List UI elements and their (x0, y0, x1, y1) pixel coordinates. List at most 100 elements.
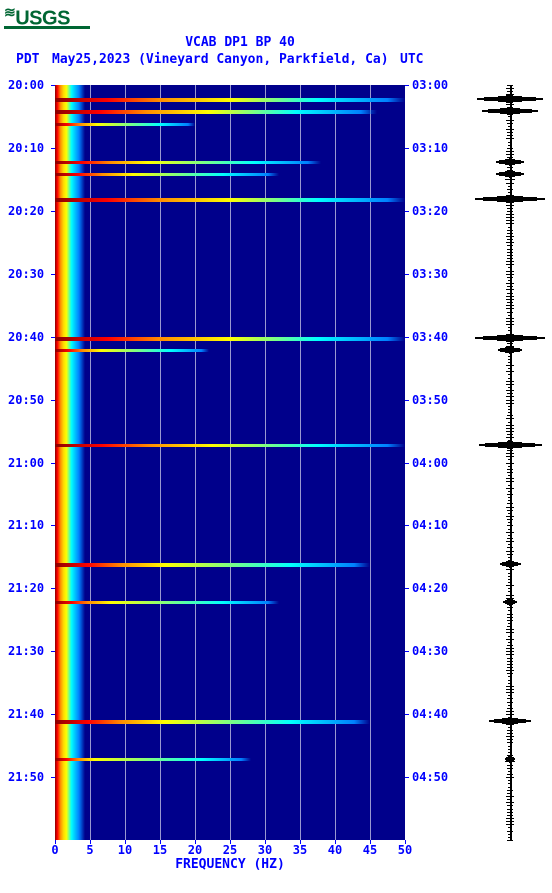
seismo-noise (506, 365, 515, 366)
xtick-label: 20 (188, 843, 202, 857)
seismo-noise (507, 255, 513, 256)
seismo-noise (506, 214, 514, 215)
ytick-mark (51, 85, 55, 86)
ytick-mark (405, 525, 409, 526)
seismo-noise (506, 507, 513, 508)
xtick-mark (370, 840, 371, 844)
seismo-noise (507, 702, 513, 703)
seismo-noise (508, 412, 513, 413)
seismo-noise (507, 768, 513, 769)
seismo-spike (509, 761, 510, 763)
seismo-noise (506, 796, 513, 797)
seismo-noise (508, 705, 512, 706)
seismo-noise (506, 381, 515, 382)
seismo-noise (507, 343, 514, 344)
seismo-noise (507, 393, 513, 394)
xtick-label: 40 (328, 843, 342, 857)
seismo-noise (507, 230, 514, 231)
seismo-noise (508, 280, 512, 281)
seismo-noise (507, 450, 512, 451)
ytick-left-label: 20:40 (8, 330, 44, 344)
seismo-noise (507, 812, 514, 813)
seismo-noise (507, 208, 512, 209)
seismo-noise (508, 557, 513, 558)
seismo-noise (508, 359, 512, 360)
seismogram-plot (475, 85, 545, 840)
seismo-spike (509, 566, 511, 568)
event-band (55, 337, 405, 341)
seismo-noise (507, 167, 514, 168)
seismo-noise (508, 267, 512, 268)
ytick-mark (405, 463, 409, 464)
seismo-noise (506, 777, 514, 778)
logo-prefix-icon: ≋ (4, 4, 15, 20)
xtick-mark (160, 840, 161, 844)
seismo-noise (507, 815, 513, 816)
seismo-noise (508, 787, 512, 788)
ytick-left-label: 20:10 (8, 141, 44, 155)
seismo-noise (507, 742, 513, 743)
seismo-noise (508, 535, 512, 536)
seismo-noise (507, 472, 513, 473)
event-band (55, 601, 279, 604)
seismo-noise (507, 252, 513, 253)
seismo-noise (505, 179, 514, 180)
seismo-noise (506, 384, 514, 385)
seismo-noise (508, 579, 513, 580)
seismo-noise (506, 318, 514, 319)
ytick-right-label: 04:40 (412, 707, 448, 721)
seismo-spike (506, 340, 513, 342)
seismo-noise (508, 315, 513, 316)
ytick-mark (51, 463, 55, 464)
seismo-noise (508, 588, 512, 589)
seismo-noise (507, 233, 513, 234)
seismo-noise (507, 132, 513, 133)
seismo-noise (507, 510, 513, 511)
ytick-mark (51, 714, 55, 715)
ytick-mark (405, 588, 409, 589)
seismo-noise (506, 396, 514, 397)
ytick-mark (51, 588, 55, 589)
seismo-noise (508, 522, 512, 523)
seismo-noise (507, 793, 512, 794)
seismo-noise (506, 639, 515, 640)
seismo-noise (507, 805, 513, 806)
seismo-noise (507, 91, 514, 92)
seismo-noise (508, 695, 512, 696)
seismo-noise (507, 765, 513, 766)
seismo-noise (508, 142, 512, 143)
seismo-noise (506, 271, 514, 272)
ytick-mark (405, 651, 409, 652)
seismo-noise (506, 541, 513, 542)
seismo-noise (508, 497, 512, 498)
seismo-noise (506, 463, 515, 464)
ytick-mark (51, 148, 55, 149)
seismo-noise (508, 591, 512, 592)
seismo-noise (508, 475, 513, 476)
seismo-noise (508, 374, 512, 375)
seismo-noise (506, 821, 514, 822)
seismo-noise (506, 488, 514, 489)
ytick-left-label: 21:40 (8, 707, 44, 721)
seismo-noise (507, 123, 513, 124)
seismo-noise (507, 774, 513, 775)
ytick-right-label: 03:10 (412, 141, 448, 155)
seismo-noise (507, 249, 513, 250)
seismo-noise (506, 261, 514, 262)
seismo-noise (506, 711, 514, 712)
seismo-noise (506, 689, 515, 690)
event-band (55, 173, 279, 176)
ytick-mark (405, 337, 409, 338)
seismo-noise (508, 680, 513, 681)
seismo-noise (507, 831, 513, 832)
xtick-label: 35 (293, 843, 307, 857)
ytick-mark (51, 777, 55, 778)
seismo-noise (506, 236, 513, 237)
seismo-noise (508, 356, 513, 357)
seismo-noise (506, 629, 514, 630)
seismo-noise (506, 242, 514, 243)
xtick-mark (265, 840, 266, 844)
seismo-noise (507, 312, 512, 313)
seismo-noise (508, 727, 512, 728)
ytick-right-label: 03:00 (412, 78, 448, 92)
